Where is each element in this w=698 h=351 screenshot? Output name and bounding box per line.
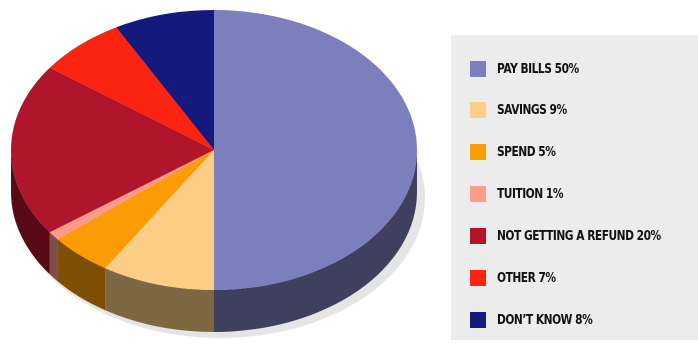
legend-item-savings: SAVINGS 9%	[470, 100, 582, 120]
legend-swatch-dont-know	[470, 312, 486, 328]
pie-slice-savings	[105, 150, 214, 290]
chart-legend: PAY BILLS 50% SAVINGS 9% SPEND 5% TUITIO…	[451, 35, 698, 340]
legend-swatch-other	[470, 270, 486, 286]
legend-label-dont-know: DON’T KNOW 8%	[497, 312, 593, 328]
legend-item-dont-know: DON’T KNOW 8%	[470, 310, 613, 330]
pie-slice-tuition	[49, 150, 215, 240]
pie-chart-area	[10, 10, 425, 338]
legend-swatch-not-getting-a-refund	[470, 228, 486, 244]
legend-label-not-getting-a-refund: NOT GETTING A REFUND 20%	[497, 228, 661, 244]
legend-label-tuition: TUITION 1%	[497, 186, 564, 202]
pie-side-not-getting-a-refund	[11, 150, 50, 275]
pie-slice-pay-bills	[214, 10, 417, 290]
legend-swatch-tuition	[470, 186, 486, 202]
pie-side-spend	[57, 239, 106, 311]
legend-item-tuition: TUITION 1%	[470, 184, 578, 204]
pie-side-pay-bills	[214, 150, 417, 332]
legend-swatch-pay-bills	[470, 61, 486, 77]
legend-label-savings: SAVINGS 9%	[497, 102, 567, 118]
pie-slice-other	[49, 27, 215, 151]
legend-item-other: OTHER 7%	[470, 268, 569, 288]
pie-slice-don-t-know	[116, 10, 214, 150]
legend-label-spend: SPEND 5%	[497, 144, 556, 160]
legend-swatch-savings	[470, 102, 486, 118]
pie-side-tuition	[49, 232, 58, 282]
pie-slice-not-getting-a-refund	[10, 67, 214, 233]
legend-label-pay-bills: PAY BILLS 50%	[497, 61, 579, 77]
legend-label-other: OTHER 7%	[497, 270, 556, 286]
legend-item-pay-bills: PAY BILLS 50%	[470, 59, 597, 79]
pie-slice-spend	[57, 150, 214, 269]
legend-item-spend: SPEND 5%	[470, 142, 568, 162]
legend-item-not-getting-a-refund: NOT GETTING A REFUND 20%	[470, 226, 697, 246]
legend-swatch-spend	[470, 144, 486, 160]
pie-side-savings	[105, 268, 214, 332]
pie-chart	[10, 10, 425, 338]
